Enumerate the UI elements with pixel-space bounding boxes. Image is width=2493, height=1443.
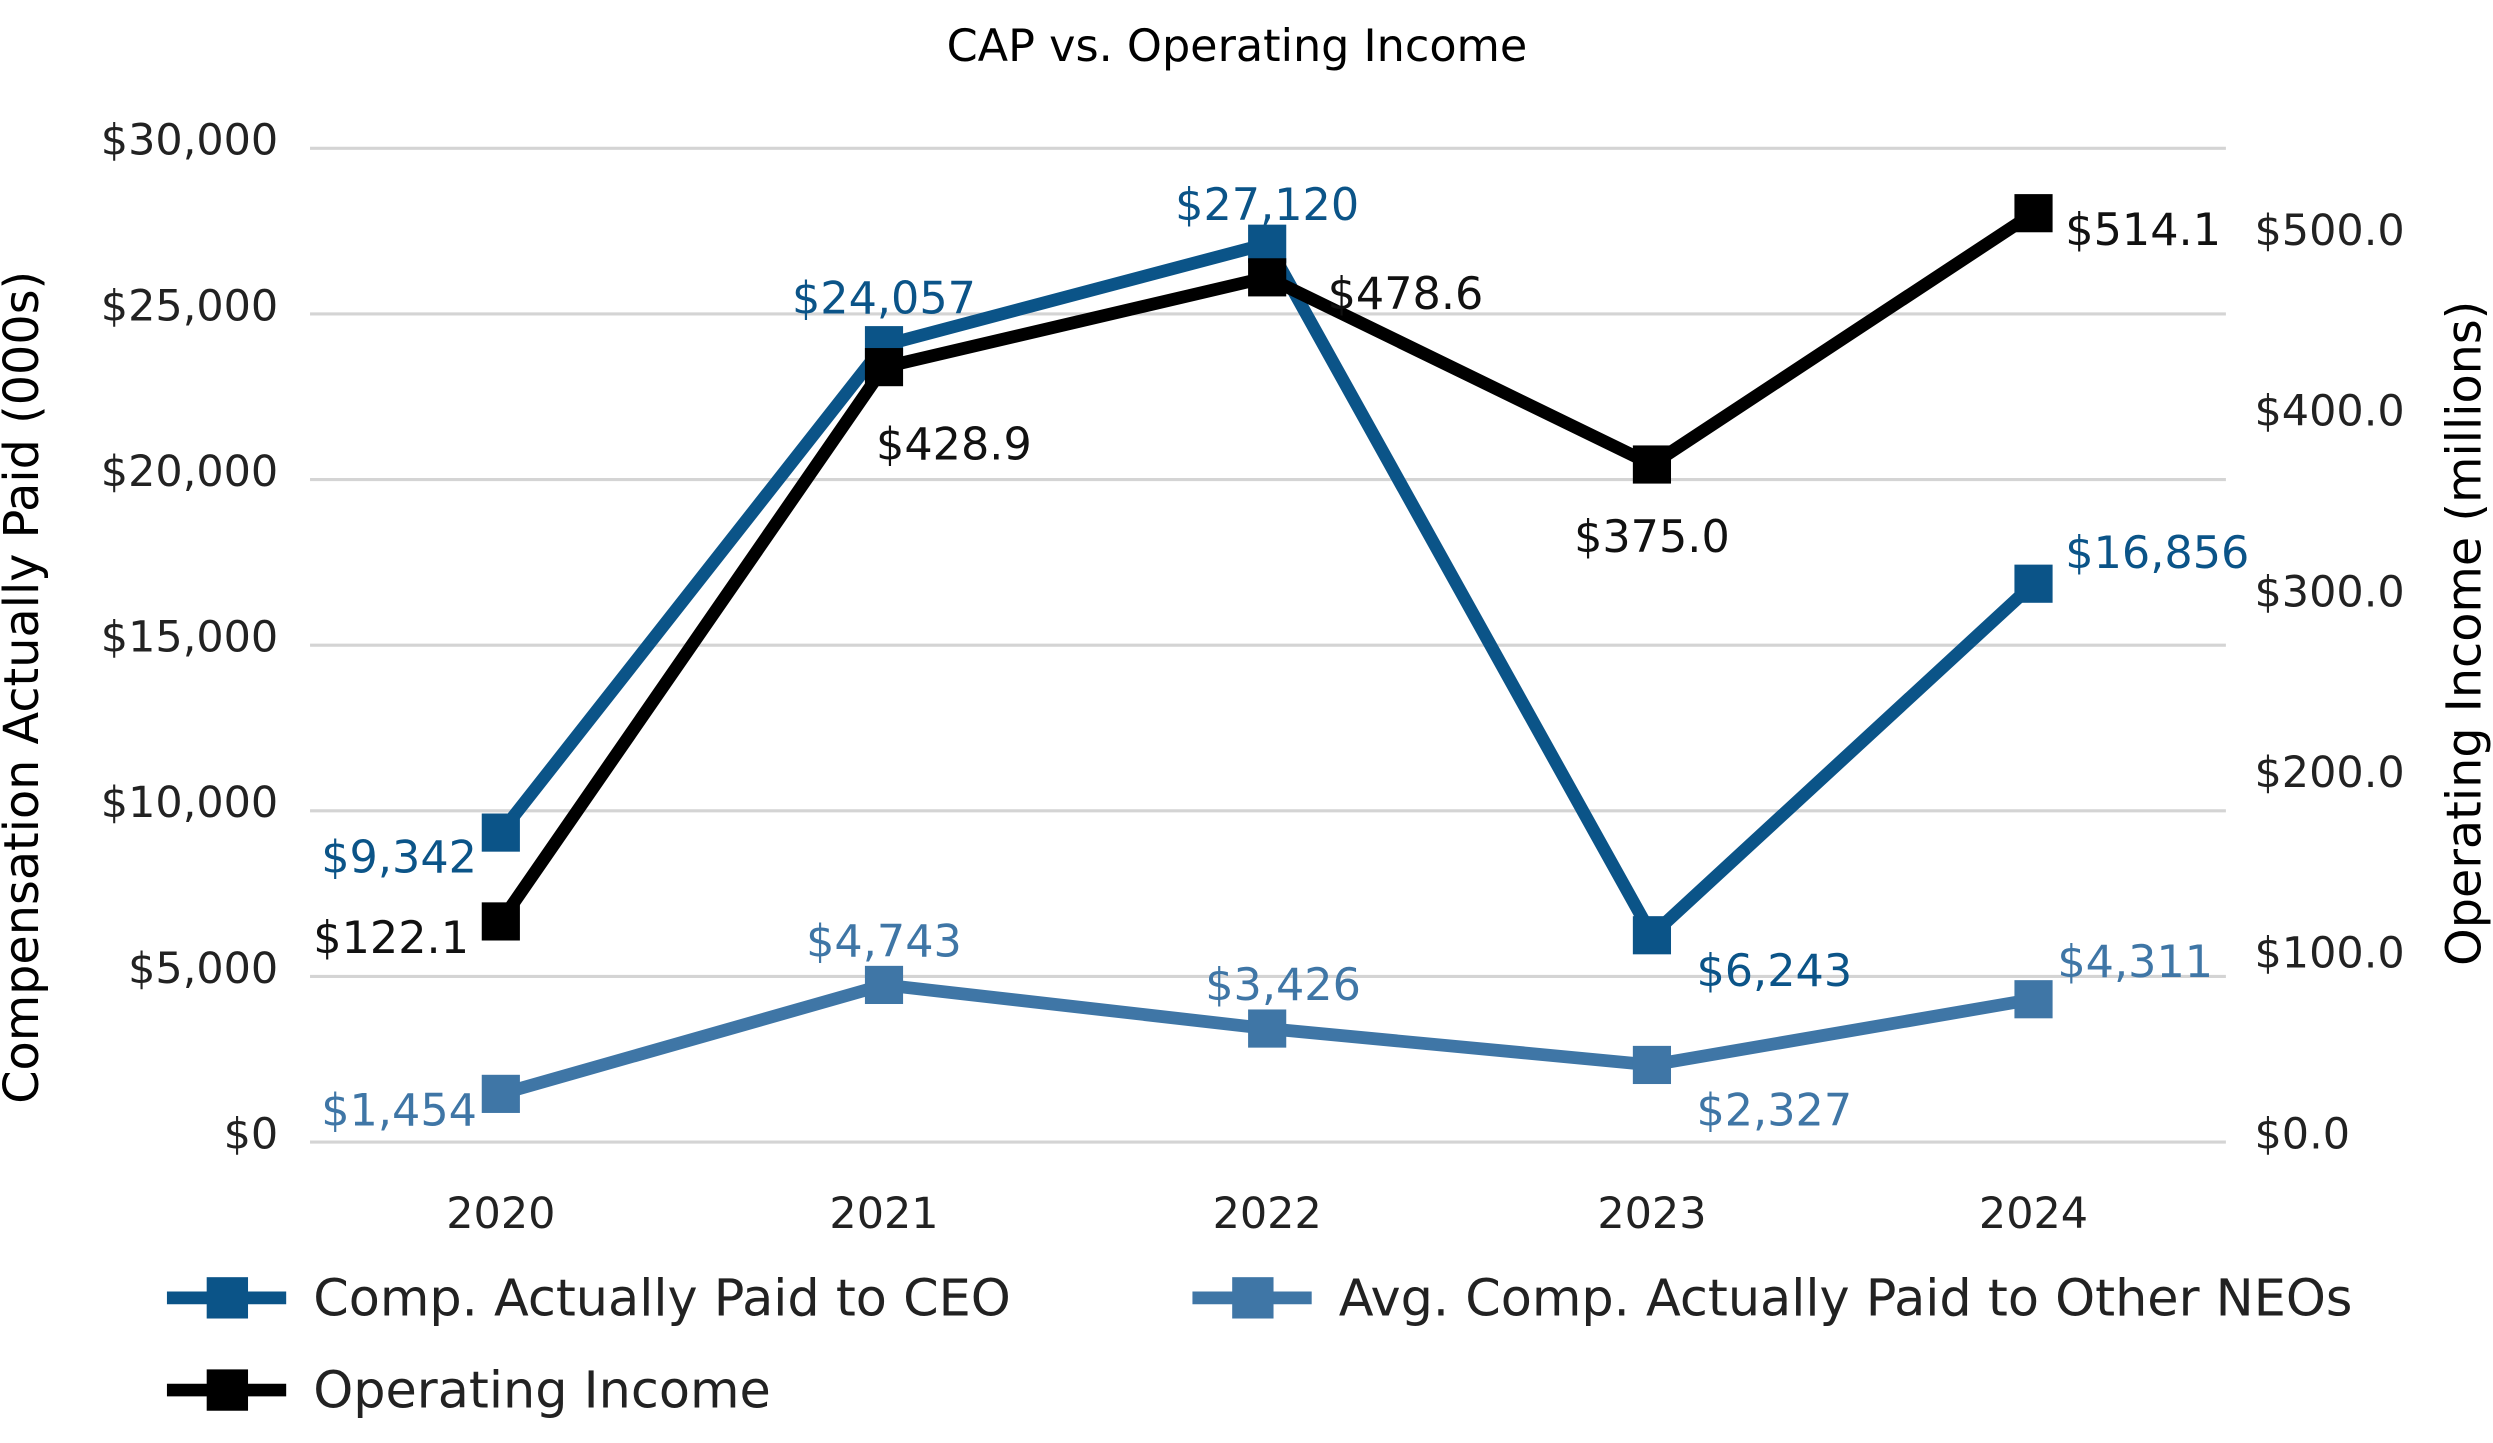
y2-axis-label: Operating Income (millions) <box>2437 301 2492 966</box>
chart-title: CAP vs. Operating Income <box>947 21 1528 72</box>
data-label: $16,856 <box>2065 528 2249 579</box>
legend-label: Comp. Actually Paid to CEO <box>313 1268 1011 1327</box>
data-point <box>481 813 520 852</box>
data-label: $1,454 <box>321 1086 477 1137</box>
data-point <box>481 902 520 941</box>
legend-item: Avg. Comp. Actually Paid to Other NEOs <box>1192 1268 2352 1327</box>
legend-swatch-marker <box>206 1277 249 1319</box>
series-line <box>495 207 2038 926</box>
legend-label: Avg. Comp. Actually Paid to Other NEOs <box>1339 1268 2353 1327</box>
y-axis-label: Compensation Actually Paid (000s) <box>0 271 50 1104</box>
data-label: $24,057 <box>792 273 976 324</box>
data-label: $375.0 <box>1574 512 1730 563</box>
data-label: $6,243 <box>1696 946 1852 997</box>
data-point <box>2014 564 2053 603</box>
legend-swatch-marker <box>1232 1277 1274 1319</box>
legend-label: Operating Income <box>313 1361 771 1420</box>
y-tick-label: $30,000 <box>101 116 278 166</box>
legend-item: Comp. Actually Paid to CEO <box>166 1268 1011 1327</box>
data-point <box>481 1074 520 1113</box>
y2-tick-label: $0.0 <box>2255 1109 2351 1159</box>
data-point <box>2014 194 2053 233</box>
y2-tick-label: $500.0 <box>2255 206 2405 256</box>
data-label: $3,426 <box>1205 960 1361 1011</box>
data-point <box>864 965 904 1005</box>
legend-item: Operating Income <box>166 1361 771 1420</box>
data-label: $478.6 <box>1328 269 1484 320</box>
data-point <box>1248 224 1287 263</box>
y2-tick-label: $200.0 <box>2255 748 2405 798</box>
x-tick-label: 2024 <box>1979 1189 2088 1239</box>
data-point <box>2014 980 2053 1019</box>
data-point <box>1248 258 1287 297</box>
data-label: $9,342 <box>321 832 477 883</box>
y-tick-label: $0 <box>224 1109 279 1159</box>
x-tick-label: 2022 <box>1213 1189 1322 1239</box>
x-tick-label: 2021 <box>829 1189 938 1239</box>
data-label: $4,311 <box>2057 937 2213 988</box>
data-point <box>1632 916 1672 955</box>
data-point <box>1632 445 1672 484</box>
series-1: $1,454 $4,743 $3,426 $2,327 $4,311 <box>321 916 2213 1136</box>
series-0: $9,342 $24,057 $27,120 $6,243 $16,856 <box>321 180 2249 997</box>
y2-tick-label: $400.0 <box>2255 387 2405 437</box>
data-point <box>864 348 904 387</box>
y2-tick-label: $100.0 <box>2255 929 2405 979</box>
x-tick-label: 2020 <box>446 1189 555 1239</box>
legend-swatch-marker <box>206 1369 249 1411</box>
data-label: $514.1 <box>2065 205 2221 256</box>
data-point <box>1248 1009 1287 1048</box>
y-tick-label: $15,000 <box>101 613 278 663</box>
y-tick-label: $20,000 <box>101 447 278 497</box>
data-label: $122.1 <box>313 913 469 964</box>
y2-tick-label: $300.0 <box>2255 567 2405 617</box>
y-tick-label: $5,000 <box>128 944 278 994</box>
y-tick-label: $10,000 <box>101 778 278 828</box>
data-label: $4,743 <box>806 916 962 967</box>
x-tick-label: 2023 <box>1597 1189 1706 1239</box>
data-point <box>1632 1045 1672 1085</box>
series-2: $122.1 $428.9 $478.6 $375.0 $514.1 <box>313 194 2221 964</box>
data-label: $2,327 <box>1696 1085 1852 1136</box>
data-label: $27,120 <box>1175 180 1359 231</box>
y-tick-label: $25,000 <box>101 281 278 331</box>
data-label: $428.9 <box>876 419 1032 470</box>
